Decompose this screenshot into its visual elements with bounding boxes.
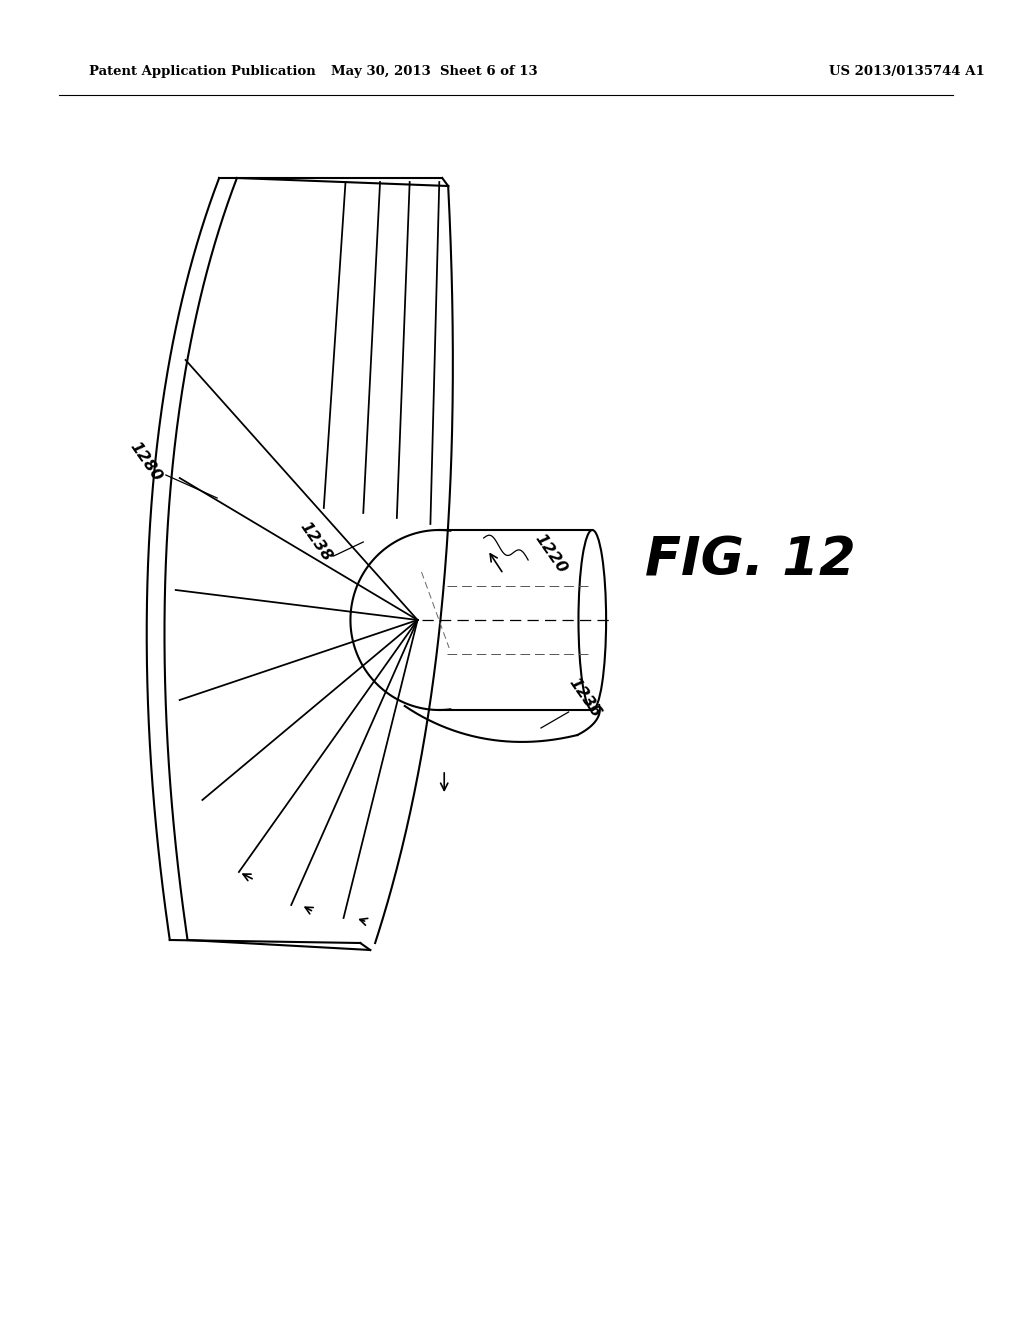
Text: 1220: 1220: [531, 532, 569, 577]
Text: Patent Application Publication: Patent Application Publication: [89, 66, 315, 78]
Text: US 2013/0135744 A1: US 2013/0135744 A1: [829, 66, 985, 78]
Text: FIG. 12: FIG. 12: [645, 535, 856, 586]
Text: 1238: 1238: [297, 520, 335, 565]
Text: 1280: 1280: [127, 440, 165, 484]
Text: 1236: 1236: [565, 676, 603, 721]
Text: May 30, 2013  Sheet 6 of 13: May 30, 2013 Sheet 6 of 13: [331, 66, 538, 78]
